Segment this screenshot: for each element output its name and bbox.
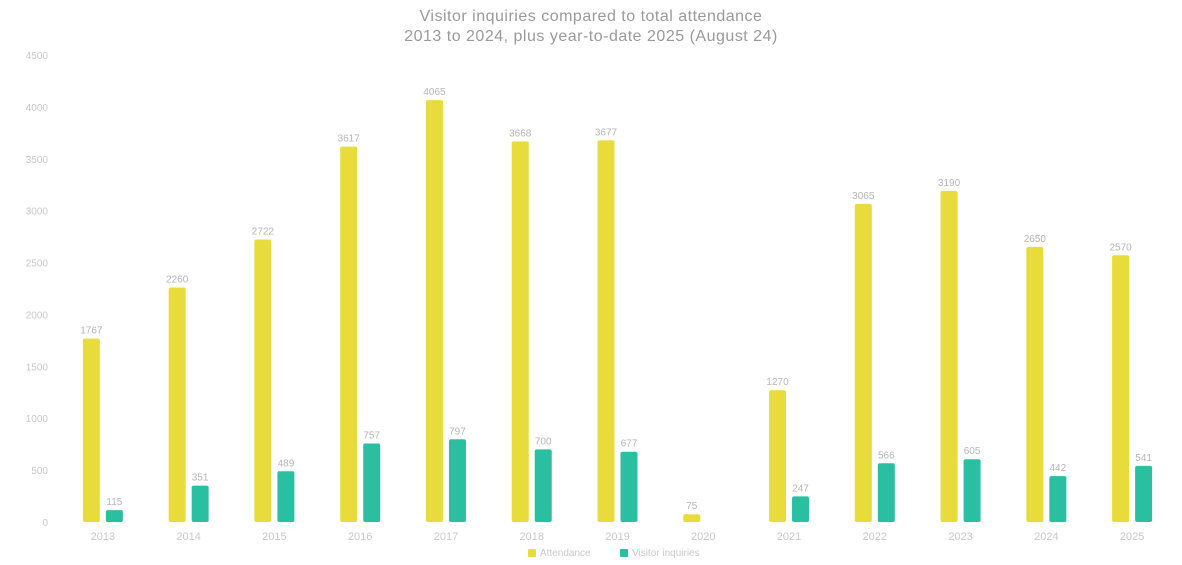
bar-inquiries-2025 xyxy=(1135,465,1153,522)
data-label-inquiries-2017: 797 xyxy=(449,426,466,437)
data-label-inquiries-2021: 247 xyxy=(792,483,809,494)
y-tick-label-4: 2000 xyxy=(26,310,49,321)
bar-inquiries-2023 xyxy=(963,459,981,522)
bar-inquiries-2015 xyxy=(277,471,295,522)
bar-attendance-2018 xyxy=(511,141,529,522)
data-label-attendance-2019: 3677 xyxy=(595,127,618,138)
chart-subtitle: 2013 to 2024, plus year-to-date 2025 (Au… xyxy=(404,28,778,45)
x-tick-label-2019: 2019 xyxy=(605,531,629,543)
y-tick-label-7: 3500 xyxy=(26,155,49,166)
bar-attendance-2017 xyxy=(425,100,443,522)
bar-attendance-2016 xyxy=(340,146,358,522)
y-tick-label-6: 3000 xyxy=(26,207,49,218)
y-tick-label-1: 500 xyxy=(31,466,48,477)
bar-inquiries-2014 xyxy=(191,485,209,522)
data-label-inquiries-2018: 700 xyxy=(535,436,552,447)
legend-swatch-0 xyxy=(528,549,536,557)
data-label-inquiries-2019: 677 xyxy=(621,439,638,450)
data-label-inquiries-2016: 757 xyxy=(363,430,380,441)
data-label-attendance-2023: 3190 xyxy=(938,178,961,189)
data-label-inquiries-2013: 115 xyxy=(106,497,122,508)
bar-attendance-2023 xyxy=(940,190,958,522)
x-tick-label-2017: 2017 xyxy=(434,531,458,543)
data-label-inquiries-2014: 351 xyxy=(192,473,209,484)
bar-attendance-2020 xyxy=(683,514,701,522)
legend-label-0: Attendance xyxy=(540,548,591,559)
y-tick-label-3: 1500 xyxy=(26,362,49,373)
y-tick-label-9: 4500 xyxy=(26,51,49,62)
x-tick-label-2018: 2018 xyxy=(519,531,543,543)
bar-inquiries-2013 xyxy=(105,510,123,522)
bar-attendance-2022 xyxy=(854,203,872,522)
x-tick-label-2023: 2023 xyxy=(948,531,972,543)
bar-attendance-2013 xyxy=(82,338,100,522)
data-label-attendance-2021: 1270 xyxy=(766,377,789,388)
legend-label-1: Visitor inquiries xyxy=(632,548,700,559)
data-label-attendance-2015: 2722 xyxy=(252,227,275,238)
data-label-inquiries-2025: 541 xyxy=(1135,453,1152,464)
data-label-attendance-2013: 1767 xyxy=(80,326,103,337)
data-label-inquiries-2024: 442 xyxy=(1050,463,1067,474)
data-label-inquiries-2023: 605 xyxy=(964,446,981,457)
data-label-attendance-2016: 3617 xyxy=(338,134,361,145)
bar-inquiries-2018 xyxy=(534,449,552,522)
legend-swatch-1 xyxy=(620,549,628,557)
data-label-attendance-2024: 2650 xyxy=(1024,234,1047,245)
y-tick-label-5: 2500 xyxy=(26,259,49,270)
data-label-inquiries-2015: 489 xyxy=(278,458,295,469)
data-label-attendance-2025: 2570 xyxy=(1109,242,1132,253)
data-label-attendance-2014: 2260 xyxy=(166,274,189,285)
bar-attendance-2021 xyxy=(769,390,787,522)
data-label-attendance-2017: 4065 xyxy=(423,87,446,98)
y-tick-label-2: 1000 xyxy=(26,414,49,425)
bar-inquiries-2024 xyxy=(1049,476,1067,522)
x-tick-label-2022: 2022 xyxy=(863,531,887,543)
y-tick-label-8: 4000 xyxy=(26,103,49,114)
x-tick-label-2025: 2025 xyxy=(1120,531,1144,543)
x-tick-label-2020: 2020 xyxy=(691,531,715,543)
x-tick-label-2016: 2016 xyxy=(348,531,372,543)
data-label-attendance-2022: 3065 xyxy=(852,191,875,202)
chart-title: Visitor inquiries compared to total atte… xyxy=(419,8,763,25)
data-label-inquiries-2022: 566 xyxy=(878,450,895,461)
bar-inquiries-2022 xyxy=(877,463,895,522)
bar-attendance-2024 xyxy=(1026,246,1044,522)
x-tick-label-2021: 2021 xyxy=(777,531,801,543)
x-tick-label-2024: 2024 xyxy=(1034,531,1058,543)
bar-attendance-2014 xyxy=(168,287,186,522)
bar-attendance-2015 xyxy=(254,239,272,522)
y-tick-label-0: 0 xyxy=(42,518,48,529)
bar-inquiries-2017 xyxy=(448,439,466,522)
bar-inquiries-2019 xyxy=(620,451,638,522)
x-tick-label-2014: 2014 xyxy=(176,531,200,543)
bar-attendance-2019 xyxy=(597,140,615,522)
data-label-attendance-2020: 75 xyxy=(686,501,698,512)
data-label-attendance-2018: 3668 xyxy=(509,128,532,139)
bar-inquiries-2021 xyxy=(792,496,810,522)
bar-attendance-2025 xyxy=(1112,255,1130,522)
x-tick-label-2013: 2013 xyxy=(91,531,115,543)
bar-inquiries-2016 xyxy=(363,443,381,522)
x-tick-label-2015: 2015 xyxy=(262,531,286,543)
